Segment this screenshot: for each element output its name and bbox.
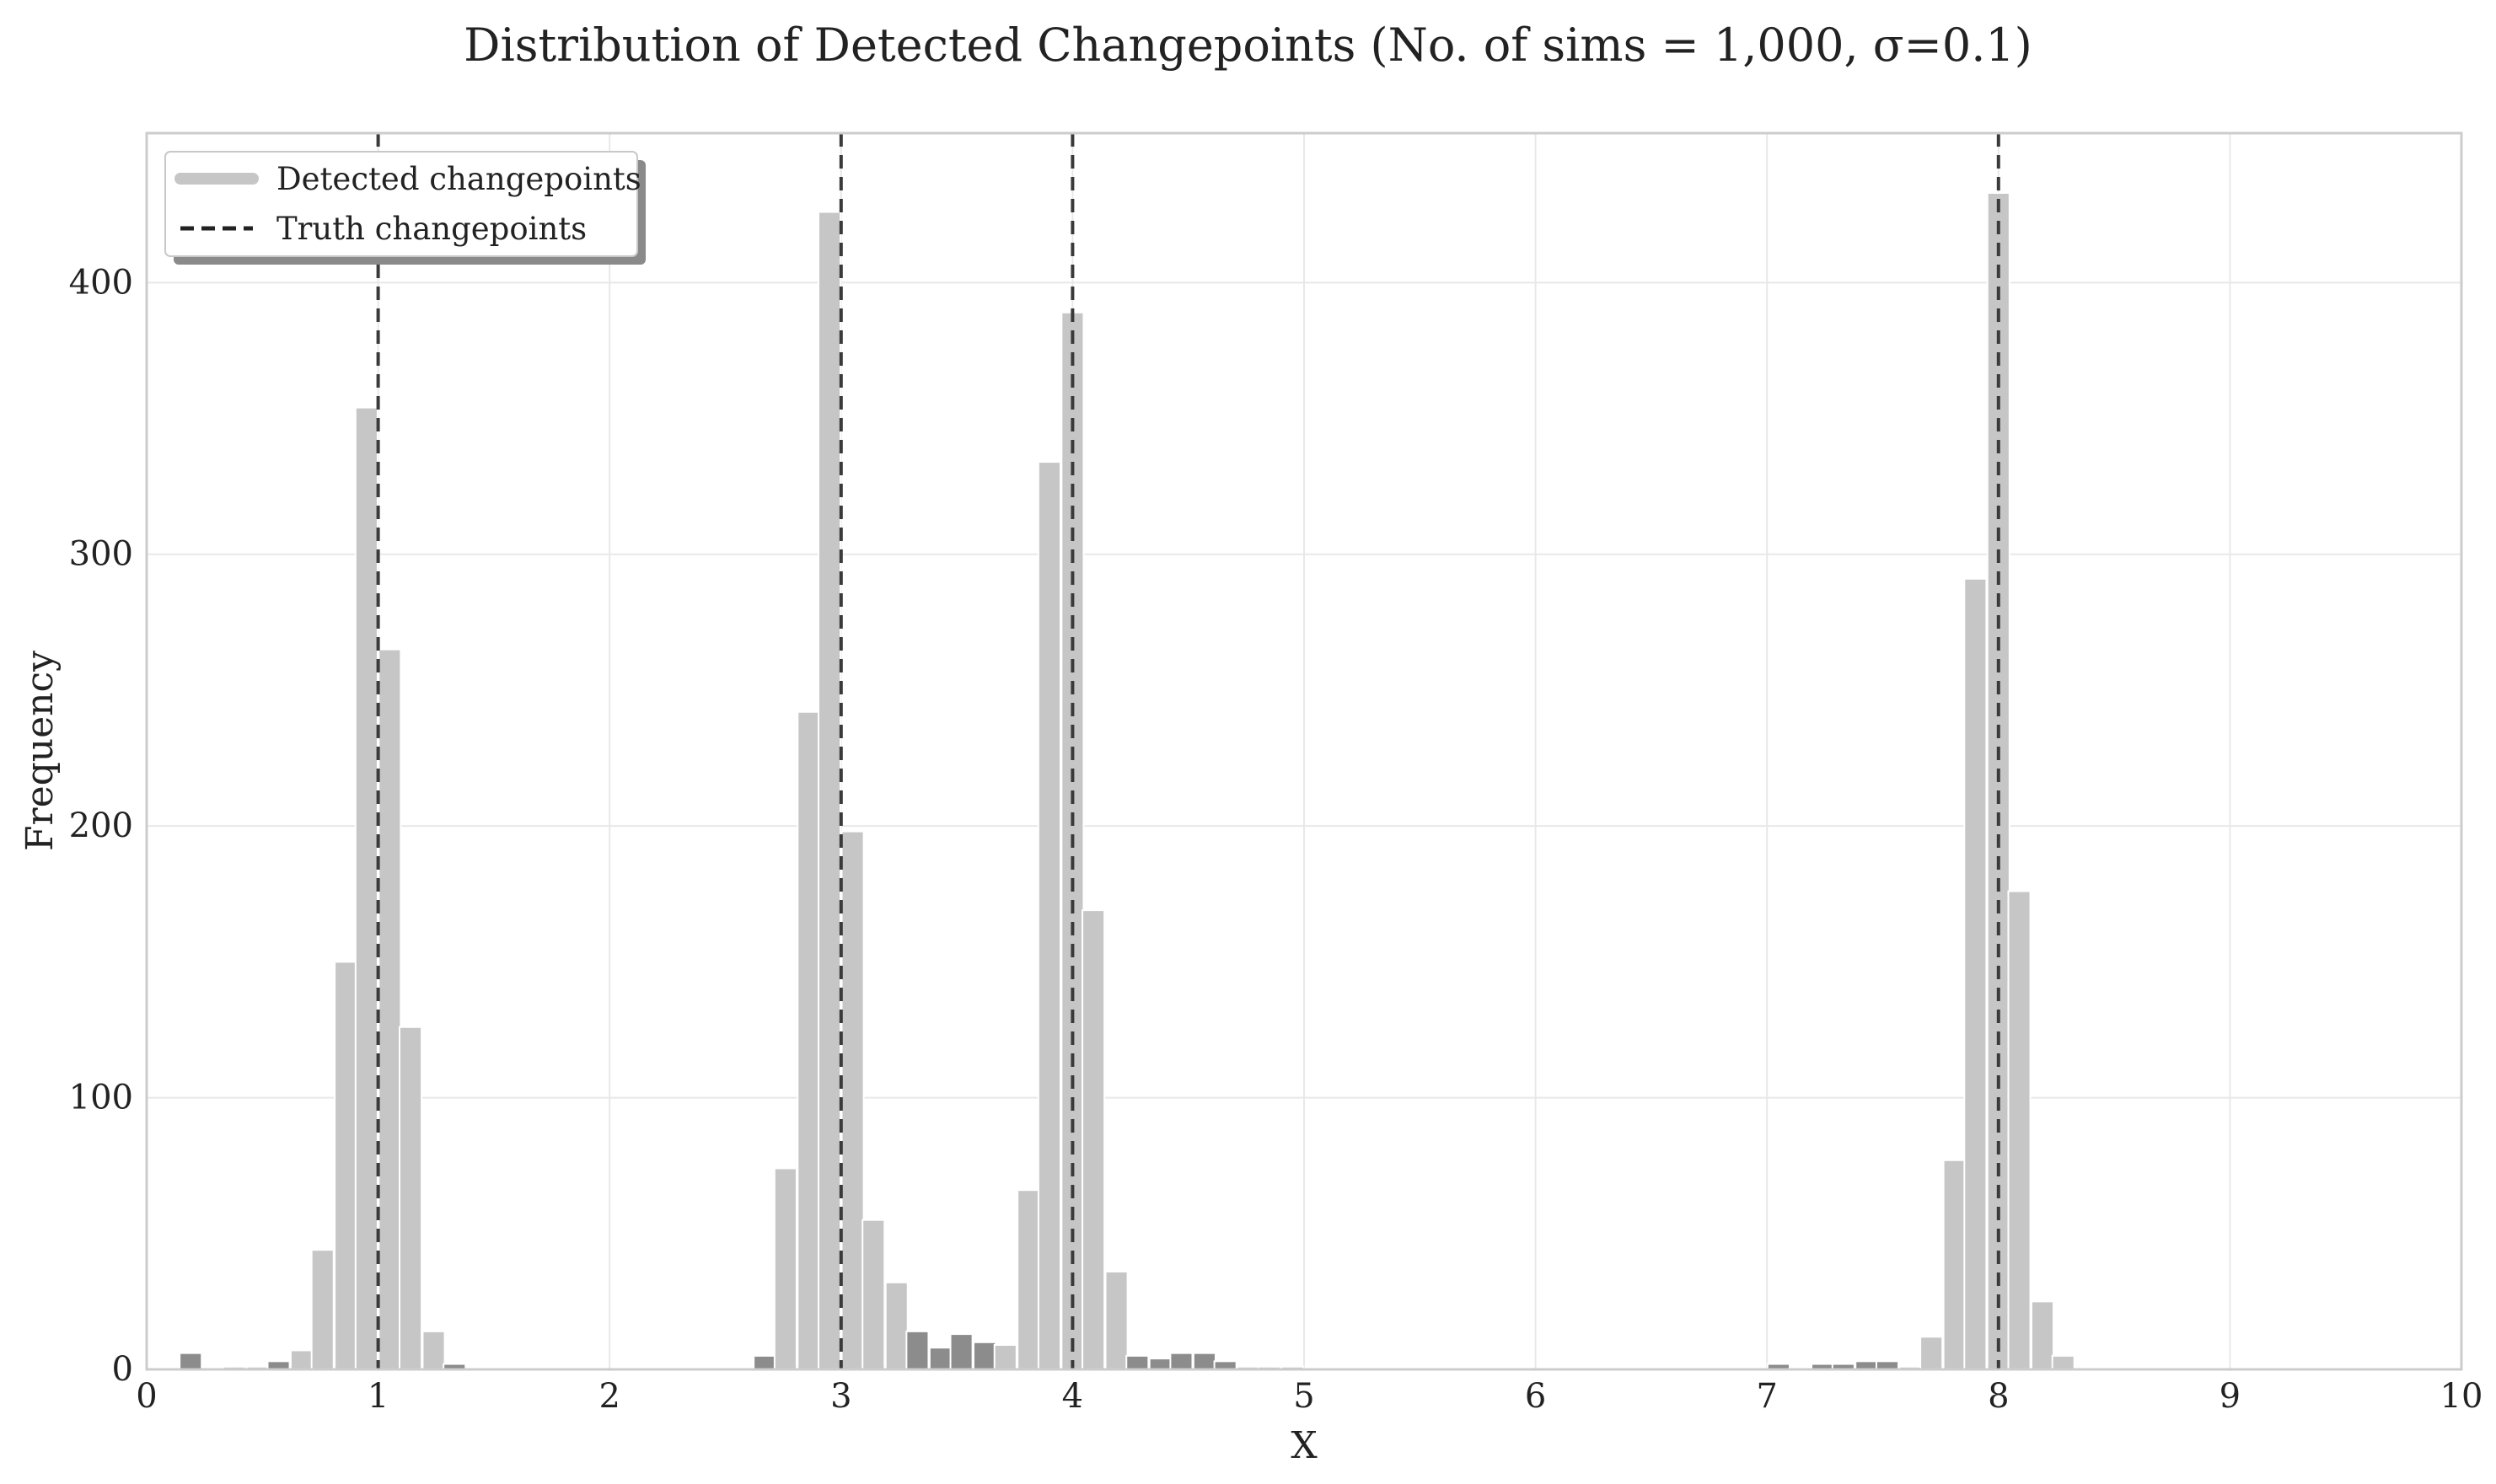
histogram-bar <box>1125 1354 1150 1371</box>
histogram-bar <box>818 211 842 1370</box>
histogram-bar <box>1963 577 1988 1370</box>
histogram-bar <box>905 1330 930 1371</box>
x-tick-label: 2 <box>599 1377 620 1416</box>
histogram-bar <box>928 1347 953 1370</box>
histogram-bar <box>179 1352 203 1370</box>
histogram-bar <box>1192 1352 1216 1370</box>
histogram-bar <box>949 1333 974 1370</box>
y-axis-label: Frequency <box>19 651 62 851</box>
x-tick-label: 8 <box>1988 1377 2009 1416</box>
histogram-bar <box>862 1219 886 1370</box>
histogram-bar <box>1919 1336 1944 1371</box>
histogram-bar <box>1037 461 1061 1371</box>
x-tick-label: 7 <box>1756 1377 1777 1416</box>
histogram-bar <box>1104 1270 1129 1371</box>
histogram-bar <box>310 1249 335 1370</box>
x-tick-label: 10 <box>2440 1377 2483 1416</box>
truth-changepoint-lines <box>376 133 2000 1369</box>
histogram-bar <box>1148 1358 1173 1370</box>
histogram-bar <box>334 961 358 1371</box>
histogram-bar <box>1082 909 1106 1370</box>
legend-label-truth: Truth changepoints <box>276 211 587 247</box>
histogram-bar <box>1942 1159 1967 1370</box>
histogram-bar <box>289 1349 314 1371</box>
y-tick-label: 400 <box>69 263 133 302</box>
histogram-bar <box>884 1281 909 1371</box>
y-tick-label: 200 <box>69 806 133 845</box>
grid-lines <box>146 133 2462 1370</box>
x-axis-label: X <box>1291 1424 1318 1467</box>
y-tick-label: 300 <box>69 535 133 574</box>
chart-title: Distribution of Detected Changepoints (N… <box>464 19 2032 72</box>
histogram-bar <box>378 648 402 1370</box>
histogram-bar <box>973 1341 997 1371</box>
legend-label-detected: Detected changepoints <box>276 161 641 197</box>
x-tick-label: 9 <box>2220 1377 2241 1416</box>
histogram-bar <box>2007 890 2032 1370</box>
histogram-bar <box>797 710 821 1370</box>
histogram-bar <box>2051 1354 2075 1371</box>
legend-box <box>164 151 638 257</box>
y-tick-label: 100 <box>69 1079 133 1117</box>
histogram-bar <box>840 830 865 1370</box>
plot-frame <box>145 131 2463 1371</box>
histogram-bar <box>2030 1300 2055 1371</box>
x-tick-label: 3 <box>830 1377 851 1416</box>
x-tick-label: 1 <box>368 1377 389 1416</box>
histogram-bars <box>179 191 2075 1371</box>
histogram-bar <box>1017 1189 1041 1370</box>
x-tick-label: 6 <box>1525 1377 1546 1416</box>
histogram-bar <box>421 1330 446 1371</box>
x-tick-label: 0 <box>136 1377 157 1416</box>
legend: Detected changepoints Truth changepoints <box>164 151 646 265</box>
y-tick-label: 0 <box>112 1350 133 1389</box>
histogram-bar <box>354 406 378 1371</box>
x-tick-label: 5 <box>1293 1377 1314 1416</box>
x-tick-label: 4 <box>1062 1377 1083 1416</box>
histogram-bar <box>773 1167 797 1371</box>
histogram-bar <box>993 1343 1017 1371</box>
histogram-bar <box>1169 1352 1194 1370</box>
histogram-bar <box>753 1354 777 1371</box>
histogram-bar <box>399 1026 423 1371</box>
